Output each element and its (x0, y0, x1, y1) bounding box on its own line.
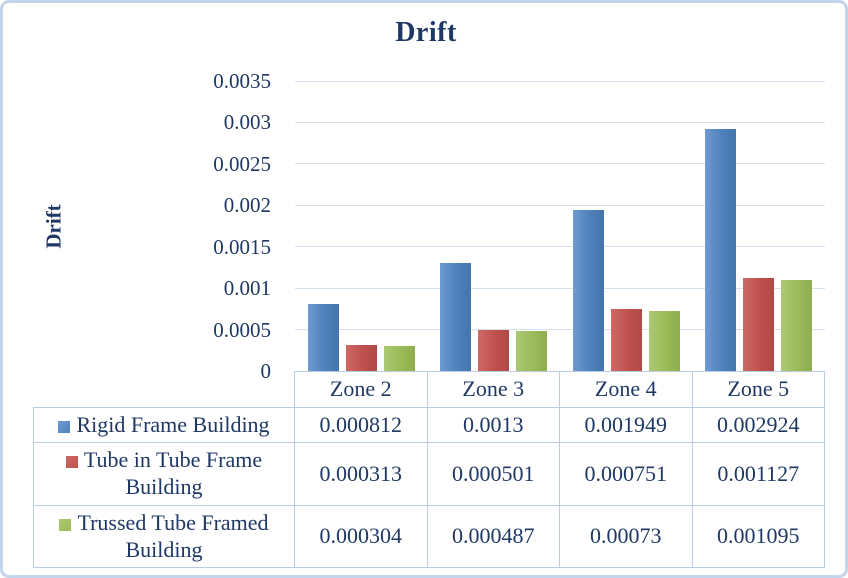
table-value-trussed-tube-framed-building-zone-4: 0.00073 (560, 506, 693, 568)
table-value-trussed-tube-framed-building-zone-2: 0.000304 (295, 506, 428, 568)
legend-label: Rigid Frame Building (76, 411, 270, 437)
bar-tube-in-tube-frame-building-zone-3 (478, 329, 510, 371)
table-value-rigid-frame-building-zone-5: 0.002924 (692, 408, 825, 443)
gridline (295, 329, 825, 331)
bar-trussed-tube-framed-building-zone-5 (781, 280, 813, 371)
legend-swatch-rigid-frame-building (58, 420, 71, 433)
legend-swatch-trussed-tube-framed-building (59, 518, 72, 531)
y-axis-tick-label: 0.001 (223, 276, 271, 301)
table-value-rigid-frame-building-zone-3: 0.0013 (427, 408, 560, 443)
bar-rigid-frame-building-zone-3 (440, 263, 472, 371)
bar-rigid-frame-building-zone-2 (307, 303, 339, 371)
y-axis-title: Drift (39, 81, 69, 371)
legend-label: Trussed Tube Framed Building (77, 509, 269, 562)
y-axis-tick-label: 0.0025 (213, 151, 271, 176)
bar-trussed-tube-framed-building-zone-2 (383, 345, 415, 371)
y-axis-title-text: Drift (41, 203, 66, 249)
table-header-zone-2: Zone 2 (295, 371, 428, 408)
table-header-zone-5: Zone 5 (692, 371, 825, 408)
y-axis-tick-label: 0 (260, 359, 272, 383)
y-axis-tick-label: 0.0005 (213, 317, 271, 342)
bar-tube-in-tube-frame-building-zone-5 (743, 277, 775, 371)
table-legend-trussed-tube-framed-building: Trussed Tube Framed Building (33, 506, 295, 568)
legend-entry: Rigid Frame Building (58, 411, 270, 439)
bar-trussed-tube-framed-building-zone-3 (516, 330, 548, 371)
gridline (295, 287, 825, 289)
gridline (295, 246, 825, 248)
plot-area (295, 81, 825, 371)
gridline (295, 163, 825, 165)
table-value-rigid-frame-building-zone-4: 0.001949 (560, 408, 693, 443)
legend-entry: Trussed Tube Framed Building (38, 510, 290, 564)
chart-title: Drift (395, 17, 457, 48)
legend-swatch-tube-in-tube-frame-building (65, 456, 78, 469)
bar-trussed-tube-framed-building-zone-4 (648, 310, 680, 371)
table-legend-rigid-frame-building: Rigid Frame Building (33, 408, 295, 443)
bar-tube-in-tube-frame-building-zone-2 (345, 345, 377, 371)
y-axis-tick-label: 0.0015 (213, 234, 271, 259)
bar-tube-in-tube-frame-building-zone-4 (610, 308, 642, 371)
table-value-rigid-frame-building-zone-2: 0.000812 (295, 408, 428, 443)
gridline (295, 81, 825, 82)
table-value-tube-in-tube-frame-building-zone-3: 0.000501 (427, 443, 560, 506)
y-axis-tick-label: 0.002 (223, 193, 271, 218)
legend-entry: Tube in Tube Frame Building (38, 447, 290, 501)
table-value-tube-in-tube-frame-building-zone-4: 0.000751 (560, 443, 693, 506)
table-value-trussed-tube-framed-building-zone-3: 0.000487 (427, 506, 560, 568)
data-table: Zone 2 Zone 3 Zone 4 Zone 5 Rigid Frame Buil… (33, 371, 825, 568)
table-value-tube-in-tube-frame-building-zone-2: 0.000313 (295, 443, 428, 506)
gridline (295, 204, 825, 206)
y-axis-tick-label: 0.0035 (213, 69, 271, 93)
bar-rigid-frame-building-zone-4 (572, 209, 604, 371)
legend-label: Tube in Tube Frame Building (83, 447, 263, 499)
table-corner-blank (33, 371, 295, 408)
table-legend-tube-in-tube-frame-building: Tube in Tube Frame Building (33, 443, 295, 506)
gridline (295, 121, 825, 123)
bar-rigid-frame-building-zone-5 (705, 128, 737, 371)
table-value-trussed-tube-framed-building-zone-5: 0.001095 (692, 506, 825, 568)
table-value-tube-in-tube-frame-building-zone-5: 0.001127 (692, 443, 825, 506)
table-header-zone-3: Zone 3 (427, 371, 560, 408)
y-axis-tick-label: 0.003 (223, 110, 271, 135)
table-header-zone-4: Zone 4 (560, 371, 693, 408)
y-axis-ticks: 0 0.0005 0.001 0.0015 0.002 0.0025 0.003 0.0035 (121, 69, 271, 383)
